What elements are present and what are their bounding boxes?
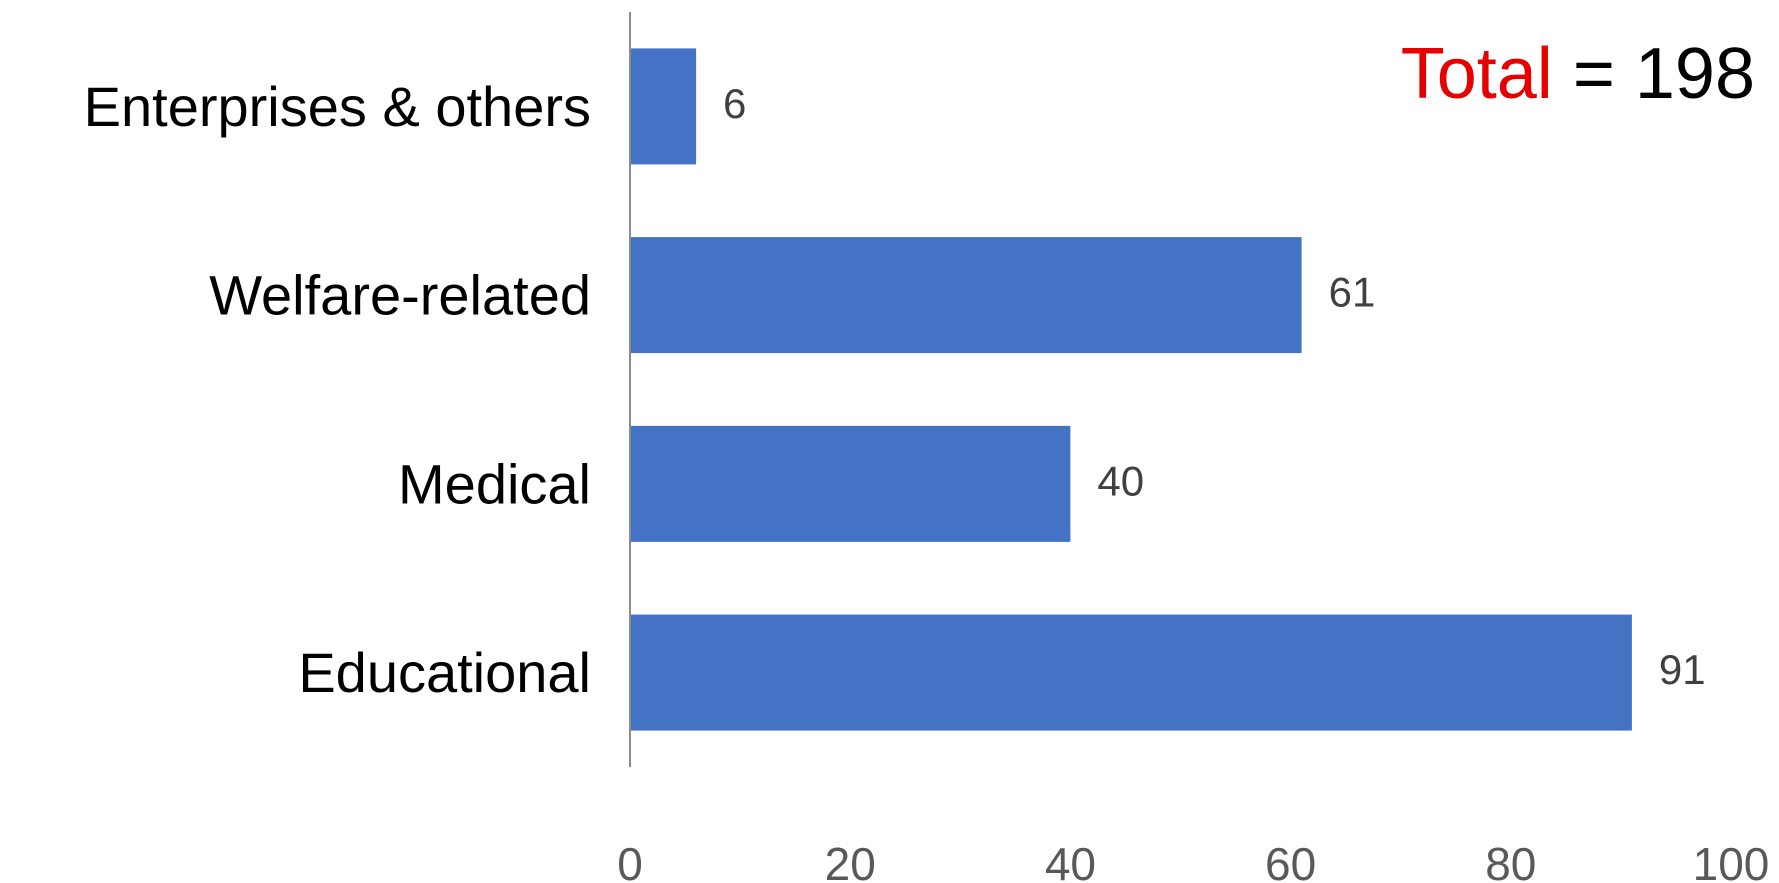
data-label-welfare-related: 61 bbox=[1329, 269, 1376, 316]
data-label-medical: 40 bbox=[1097, 457, 1144, 504]
x-tick-label-0: 0 bbox=[617, 838, 643, 883]
bar-medical bbox=[630, 425, 1071, 542]
total-value-text: = 198 bbox=[1553, 34, 1755, 114]
data-label-enterprises-others: 6 bbox=[723, 80, 746, 127]
x-tick-label-100: 100 bbox=[1693, 838, 1770, 883]
x-axis-tick-labels: 0 20 40 60 80 100 bbox=[617, 838, 1769, 883]
category-label-enterprises-others: Enterprises & others bbox=[84, 75, 591, 138]
category-label-educational: Educational bbox=[298, 641, 591, 704]
bar-welfare-related bbox=[630, 237, 1302, 354]
total-highlight-text: Total bbox=[1401, 34, 1553, 114]
x-tick-label-80: 80 bbox=[1485, 838, 1536, 883]
x-tick-label-60: 60 bbox=[1265, 838, 1316, 883]
total-annotation: Total = 198 bbox=[1401, 34, 1755, 114]
data-label-educational: 91 bbox=[1659, 646, 1706, 693]
bar-educational bbox=[630, 614, 1632, 731]
x-tick-label-40: 40 bbox=[1045, 838, 1096, 883]
bar-enterprises-others bbox=[630, 48, 697, 165]
category-labels: Enterprises & others Welfare-related Medic… bbox=[84, 75, 591, 704]
x-tick-label-20: 20 bbox=[825, 838, 876, 883]
bars-layer bbox=[630, 48, 1632, 731]
category-label-welfare-related: Welfare-related bbox=[209, 264, 591, 327]
category-label-medical: Medical bbox=[398, 452, 591, 515]
data-labels: 6 61 40 91 bbox=[723, 80, 1706, 693]
